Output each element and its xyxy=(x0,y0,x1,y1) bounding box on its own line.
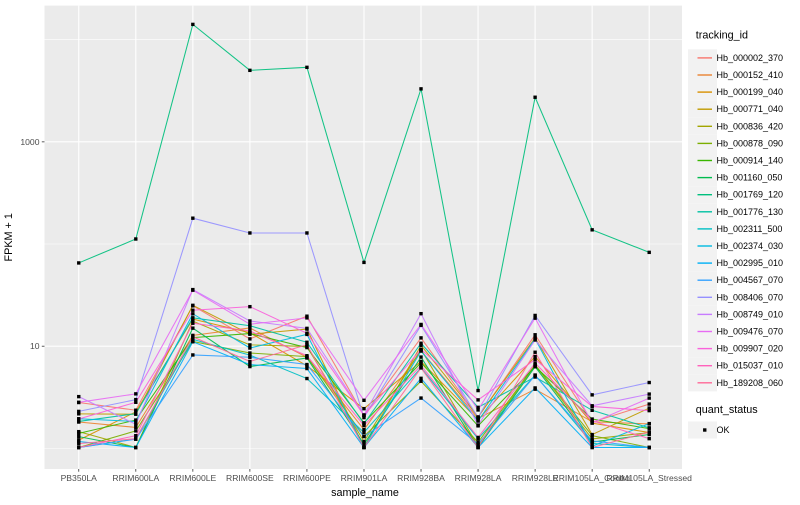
svg-text:RRIM105LA_Stressed: RRIM105LA_Stressed xyxy=(606,473,692,483)
svg-text:RRIM600LE: RRIM600LE xyxy=(169,473,216,483)
svg-text:Hb_000002_370: Hb_000002_370 xyxy=(717,53,784,63)
svg-text:Hb_000914_140: Hb_000914_140 xyxy=(717,156,784,166)
svg-text:Hb_001776_130: Hb_001776_130 xyxy=(717,207,784,217)
svg-text:Hb_000836_420: Hb_000836_420 xyxy=(717,121,784,131)
svg-text:RRIM901LA: RRIM901LA xyxy=(341,473,388,483)
svg-text:Hb_000878_090: Hb_000878_090 xyxy=(717,138,784,148)
svg-text:Hb_001160_050: Hb_001160_050 xyxy=(717,173,783,183)
svg-text:10: 10 xyxy=(30,341,40,351)
svg-text:Hb_008406_070: Hb_008406_070 xyxy=(717,292,784,302)
svg-text:Hb_009476_070: Hb_009476_070 xyxy=(717,327,784,337)
svg-text:RRIM600PE: RRIM600PE xyxy=(283,473,331,483)
svg-text:Hb_004567_070: Hb_004567_070 xyxy=(717,275,784,285)
svg-text:Hb_000771_040: Hb_000771_040 xyxy=(717,104,784,114)
svg-text:Hb_000152_410: Hb_000152_410 xyxy=(717,70,784,80)
svg-text:RRIM928BA: RRIM928BA xyxy=(397,473,445,483)
svg-text:Hb_015037_010: Hb_015037_010 xyxy=(717,361,784,371)
svg-text:sample_name: sample_name xyxy=(331,487,399,499)
svg-text:RRIM928LA: RRIM928LA xyxy=(455,473,502,483)
svg-text:RRIM600LA: RRIM600LA xyxy=(112,473,159,483)
svg-text:Hb_189208_060: Hb_189208_060 xyxy=(717,378,784,388)
svg-text:1000: 1000 xyxy=(20,137,39,147)
svg-text:Hb_009907_020: Hb_009907_020 xyxy=(717,344,784,354)
svg-text:Hb_002311_500: Hb_002311_500 xyxy=(717,224,783,234)
svg-text:Hb_000199_040: Hb_000199_040 xyxy=(717,87,784,97)
svg-text:tracking_id: tracking_id xyxy=(696,30,748,42)
svg-text:Hb_002995_010: Hb_002995_010 xyxy=(717,258,784,268)
svg-text:quant_status: quant_status xyxy=(696,404,758,416)
svg-text:Hb_008749_010: Hb_008749_010 xyxy=(717,309,784,319)
svg-text:RRIM600SE: RRIM600SE xyxy=(226,473,274,483)
svg-text:PB350LA: PB350LA xyxy=(61,473,98,483)
svg-text:FPKM + 1: FPKM + 1 xyxy=(3,213,15,261)
svg-text:OK: OK xyxy=(717,425,730,435)
svg-text:Hb_002374_030: Hb_002374_030 xyxy=(717,241,784,251)
svg-text:Hb_001769_120: Hb_001769_120 xyxy=(717,190,784,200)
